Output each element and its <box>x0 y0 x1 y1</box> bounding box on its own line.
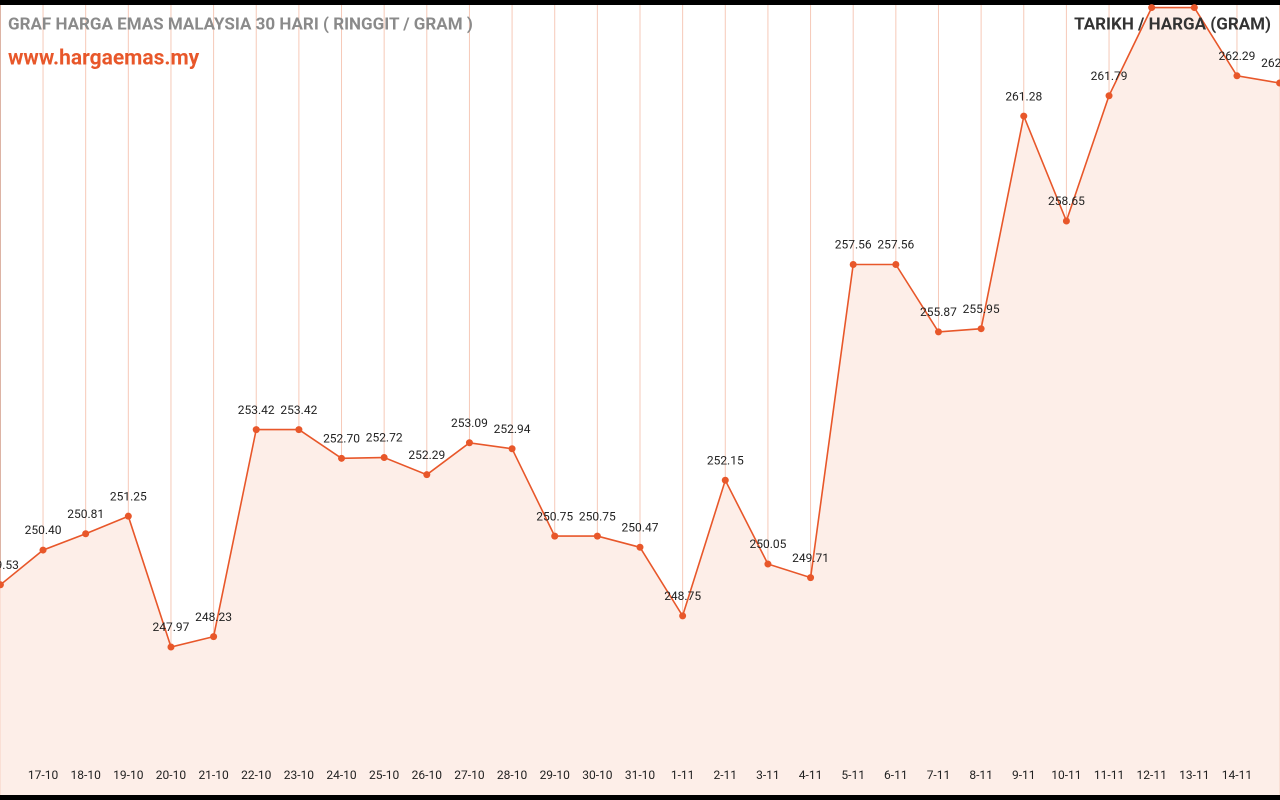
data-label: 249.53 <box>0 558 19 572</box>
chart-subtitle: www.hargaemas.my <box>8 47 200 71</box>
x-tick-label: 18-10 <box>71 768 102 782</box>
data-point <box>593 532 601 540</box>
data-point <box>1276 79 1280 87</box>
data-point <box>1233 72 1241 80</box>
x-tick-label: 17-10 <box>28 768 59 782</box>
x-tick-label: 29-10 <box>540 768 571 782</box>
data-label: 248.75 <box>664 589 701 603</box>
x-tick-label: 3-11 <box>756 768 780 782</box>
data-point <box>764 560 772 568</box>
data-point <box>210 633 218 641</box>
x-tick-label: 14-11 <box>1222 768 1252 782</box>
x-tick-label: 6-11 <box>884 768 908 782</box>
data-point <box>252 426 260 434</box>
x-tick-label: 24-10 <box>326 768 357 782</box>
x-tick-label: 27-10 <box>454 768 485 782</box>
data-point <box>1105 92 1113 100</box>
data-label: 255.87 <box>920 305 957 319</box>
data-label: 262.11 <box>1261 56 1280 70</box>
data-point <box>849 260 857 268</box>
data-label: 252.29 <box>408 448 445 462</box>
legend-title: TARIKH / HARGA (GRAM) <box>1074 14 1271 34</box>
data-point <box>465 439 473 447</box>
x-tick-label: 12-11 <box>1137 768 1167 782</box>
data-label: 252.72 <box>366 431 403 445</box>
data-label: 252.15 <box>707 453 744 467</box>
data-point <box>295 426 303 434</box>
data-label: 253.09 <box>451 416 488 430</box>
data-point <box>167 643 175 651</box>
data-label: 261.79 <box>1091 69 1128 83</box>
data-point <box>1148 4 1156 12</box>
data-point <box>807 574 815 582</box>
data-point <box>721 476 729 484</box>
data-point <box>338 454 346 462</box>
data-label: 258.65 <box>1048 194 1085 208</box>
x-tick-label: 20-10 <box>156 768 187 782</box>
data-label: 250.05 <box>749 537 786 551</box>
x-tick-label: 2-11 <box>713 768 737 782</box>
data-label: 262.29 <box>1219 49 1256 63</box>
x-tick-label: 19-10 <box>113 768 144 782</box>
x-tick-label: 21-10 <box>198 768 229 782</box>
x-tick-label: 22-10 <box>241 768 272 782</box>
data-point <box>0 581 4 589</box>
marks-layer: 17-10 18-10 19-10 20-10 21-10 22-10 23-10 24-10… <box>0 4 1280 782</box>
data-point <box>423 471 431 479</box>
data-label: 255.95 <box>963 302 1000 316</box>
data-point <box>380 454 388 462</box>
data-point <box>1062 217 1070 225</box>
data-label: 257.56 <box>877 238 914 252</box>
data-point <box>892 260 900 268</box>
x-tick-label: 10-11 <box>1051 768 1081 782</box>
x-tick-label: 30-10 <box>582 768 613 782</box>
x-tick-label: 28-10 <box>497 768 528 782</box>
data-label: 250.75 <box>579 509 616 523</box>
data-label: 253.42 <box>238 403 275 417</box>
x-tick-label: 9-11 <box>1012 768 1036 782</box>
data-point <box>679 612 687 620</box>
x-tick-label: 5-11 <box>841 768 865 782</box>
data-label: 250.81 <box>67 507 104 521</box>
area-fill <box>0 7 1280 796</box>
data-point <box>82 530 90 538</box>
data-label: 252.70 <box>323 432 360 446</box>
x-tick-label: 4-11 <box>799 768 823 782</box>
data-point <box>1190 4 1198 12</box>
data-point <box>934 328 942 336</box>
data-label: 257.56 <box>835 238 872 252</box>
data-point <box>124 512 132 520</box>
data-label: 250.75 <box>536 509 573 523</box>
x-tick-label: 26-10 <box>412 768 443 782</box>
data-label: 249.71 <box>792 551 829 565</box>
x-tick-label: 8-11 <box>969 768 993 782</box>
data-label: 250.40 <box>25 523 62 537</box>
data-point <box>977 325 985 333</box>
data-point <box>1020 112 1028 120</box>
data-label: 247.97 <box>153 620 190 634</box>
data-point <box>508 445 516 453</box>
data-point <box>39 546 47 554</box>
x-tick-label: 11-11 <box>1094 768 1124 782</box>
x-tick-label: 23-10 <box>284 768 315 782</box>
x-tick-label: 31-10 <box>625 768 656 782</box>
data-label: 252.94 <box>494 422 531 436</box>
x-tick-label: 13-11 <box>1179 768 1209 782</box>
data-label: 261.28 <box>1005 89 1042 103</box>
x-tick-label: 1-11 <box>671 768 695 782</box>
data-label: 253.42 <box>280 403 317 417</box>
data-point <box>636 543 644 551</box>
data-label: 250.47 <box>622 520 659 534</box>
data-point <box>551 532 559 540</box>
chart-title: GRAF HARGA EMAS MALAYSIA 30 HARI ( RINGG… <box>8 14 473 34</box>
data-label: 251.25 <box>110 489 147 503</box>
x-tick-label: 25-10 <box>369 768 400 782</box>
data-label: 248.23 <box>195 610 232 624</box>
x-tick-label: 7-11 <box>927 768 951 782</box>
